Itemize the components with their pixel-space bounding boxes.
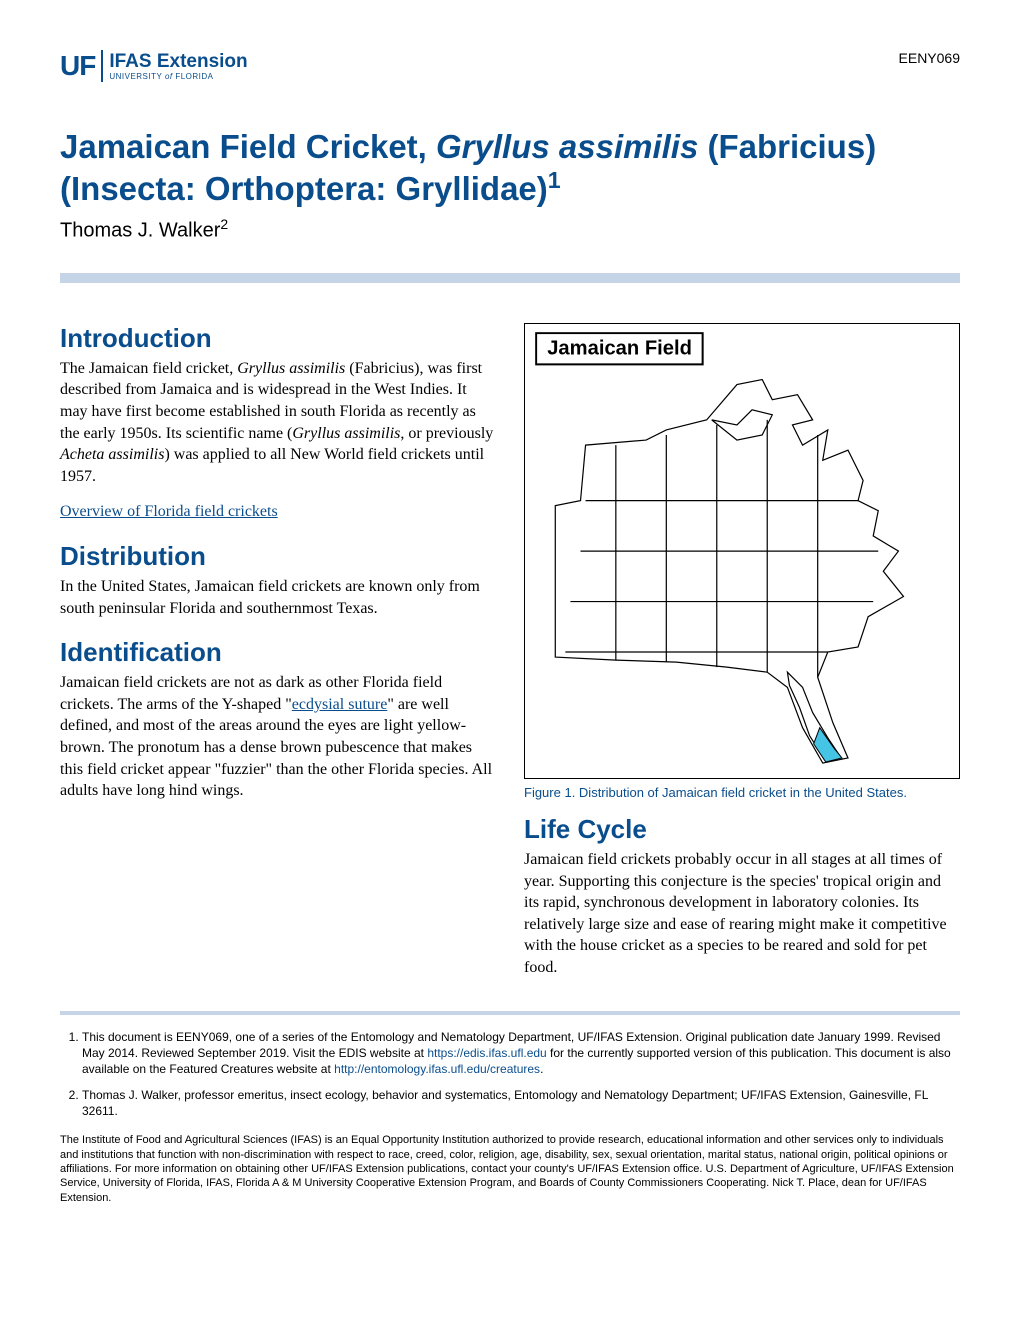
heading-life-cycle: Life Cycle [524,814,960,845]
logo-university-text: UNIVERSITY of FLORIDA [109,73,247,81]
document-id: EENY069 [899,50,960,66]
figure-1-map: Jamaican Field [524,323,960,779]
right-column: Jamaican Field [524,323,960,983]
distribution-paragraph: In the United States, Jamaican field cri… [60,576,496,619]
footnotes-block: This document is EENY069, one of a serie… [60,1029,960,1120]
page-header: UF IFAS Extension UNIVERSITY of FLORIDA … [60,50,960,82]
figure-1-caption: Figure 1. Distribution of Jamaican field… [524,785,960,800]
overview-link[interactable]: Overview of Florida field crickets [60,503,278,520]
ecdysial-suture-link[interactable]: ecdysial suture [292,696,388,713]
us-map-svg: Jamaican Field [525,324,959,773]
footnote-1: This document is EENY069, one of a serie… [82,1029,960,1078]
identification-paragraph: Jamaican field crickets are not as dark … [60,672,496,802]
featured-creatures-link[interactable]: http://entomology.ifas.ufl.edu/creatures [334,1062,540,1076]
map-title-label: Jamaican Field [535,332,704,365]
life-cycle-paragraph: Jamaican field crickets probably occur i… [524,849,960,979]
title-rule [60,273,960,283]
heading-distribution: Distribution [60,541,496,572]
document-title: Jamaican Field Cricket, Gryllus assimili… [60,127,960,208]
logo-extension-text: IFAS Extension [109,52,247,71]
intro-paragraph: The Jamaican field cricket, Gryllus assi… [60,358,496,488]
uf-wordmark: UF [60,50,103,82]
footnote-2: Thomas J. Walker, professor emeritus, in… [82,1087,960,1119]
logo-text-block: IFAS Extension UNIVERSITY of FLORIDA [109,52,247,81]
ifas-disclaimer: The Institute of Food and Agricultural S… [60,1133,960,1204]
footnote-rule [60,1011,960,1015]
two-column-layout: Introduction The Jamaican field cricket,… [60,323,960,983]
left-column: Introduction The Jamaican field cricket,… [60,323,496,983]
edis-link[interactable]: https://edis.ifas.ufl.edu [427,1046,546,1060]
uf-ifas-logo: UF IFAS Extension UNIVERSITY of FLORIDA [60,50,248,82]
author-line: Thomas J. Walker2 [60,216,960,243]
overview-link-line: Overview of Florida field crickets [60,501,496,523]
heading-introduction: Introduction [60,323,496,354]
heading-identification: Identification [60,637,496,668]
